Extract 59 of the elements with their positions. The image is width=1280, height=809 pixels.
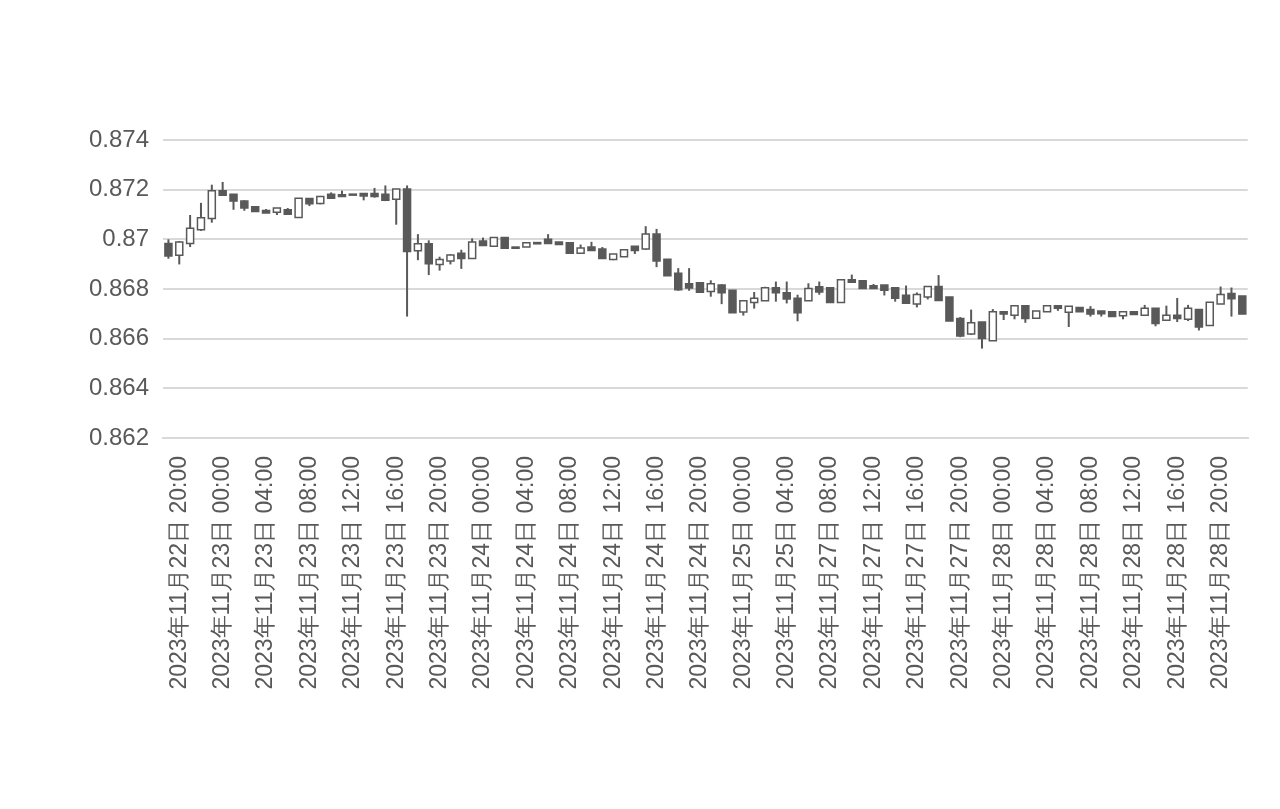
candlestick: [717, 283, 726, 306]
x-tick-label: 2023年11月27日 16:00: [902, 456, 929, 690]
candlestick: [467, 237, 477, 260]
x-tick-label: 2023年11月24日 20:00: [685, 456, 712, 690]
x-tick-label: 2023年11月23日 04:00: [251, 456, 278, 690]
x-tick-label: 2023年11月27日 12:00: [858, 456, 885, 690]
y-tick-label: 0.868: [88, 273, 149, 301]
candlestick: [185, 214, 195, 249]
candlestick: [413, 233, 423, 262]
candlestick: [934, 274, 943, 302]
x-tick-label: 2023年11月24日 04:00: [511, 456, 538, 690]
candlestick: [674, 267, 683, 292]
candlestick: [294, 197, 303, 219]
x-tick-label: 2023年11月28日 00:00: [989, 456, 1016, 690]
x-tick-label: 2023年11月27日 08:00: [815, 456, 842, 690]
candlestick: [771, 280, 781, 303]
candlestick: [1205, 301, 1215, 327]
candlestick: [782, 280, 791, 305]
x-tick-label: 2023年11月25日 00:00: [728, 456, 755, 690]
x-tick-label: 2023年11月23日 08:00: [294, 456, 321, 690]
candlestick: [424, 239, 434, 277]
candlestick: [684, 267, 694, 292]
candlestick: [1064, 305, 1073, 328]
x-tick-label: 2023年11月28日 12:00: [1119, 456, 1146, 690]
candlestick: [966, 308, 976, 336]
candlestick: [391, 187, 401, 226]
x-tick-label: 2023年11月25日 04:00: [772, 456, 799, 690]
candlestick: [196, 201, 206, 232]
x-tick-label: 2023年11月28日 04:00: [1032, 456, 1059, 690]
x-tick-label: 2023年11月22日 20:00: [164, 456, 191, 690]
x-tick-label: 2023年11月24日 16:00: [641, 456, 668, 690]
candlestick: [728, 289, 737, 314]
y-tick-label: 0.864: [88, 372, 149, 400]
x-tick-label: 2023年11月24日 00:00: [468, 456, 495, 690]
candlestick: [1227, 286, 1236, 318]
x-tick-label: 2023年11月24日 08:00: [555, 456, 582, 690]
x-tick-label: 2023年11月28日 20:00: [1205, 456, 1232, 690]
x-tick-label: 2023年11月23日 00:00: [208, 456, 234, 690]
y-tick-label: 0.874: [88, 124, 149, 152]
x-tick-label: 2023年11月27日 20:00: [945, 456, 972, 690]
y-tick-label: 0.872: [88, 174, 149, 202]
candlestick: [641, 225, 650, 251]
y-tick-label: 0.866: [88, 323, 149, 351]
candlestick: [793, 293, 802, 323]
candlestick: [457, 248, 466, 270]
x-tick-label: 2023年11月23日 16:00: [381, 456, 408, 690]
y-tick-label: 0.87: [102, 223, 149, 251]
y-tick-label: 0.862: [88, 422, 149, 450]
candlestick: [1194, 308, 1204, 332]
x-tick-label: 2023年11月23日 20:00: [424, 456, 451, 690]
candlestick: [164, 238, 173, 260]
candlestick: [836, 279, 846, 304]
x-tick-label: 2023年11月23日 12:00: [338, 456, 365, 690]
x-tick-label: 2023年11月28日 16:00: [1162, 456, 1189, 690]
x-tick-label: 2023年11月28日 08:00: [1075, 456, 1102, 690]
x-tick-label: 2023年11月24日 12:00: [598, 456, 625, 690]
candlestick: [1238, 295, 1247, 315]
candlestick: [175, 240, 184, 266]
candlestick: [977, 321, 987, 350]
